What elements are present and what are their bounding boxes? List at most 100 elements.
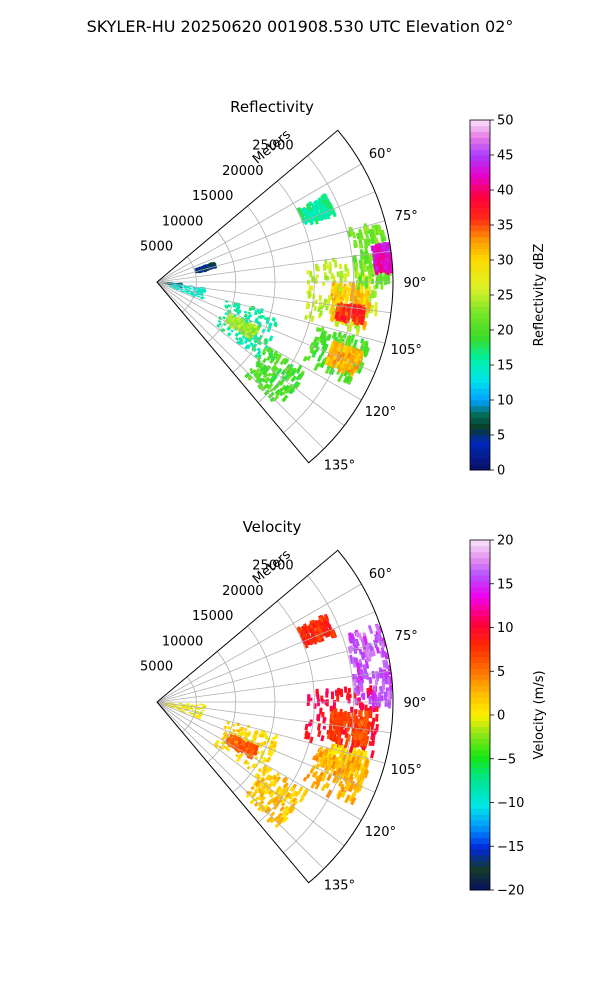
echo-cell bbox=[370, 278, 374, 284]
echo-cell bbox=[256, 350, 262, 356]
echo-cell bbox=[352, 255, 357, 263]
echo-cell bbox=[360, 731, 365, 740]
colorbar-segment bbox=[470, 621, 490, 628]
echo-cell bbox=[227, 332, 232, 337]
echo-cell bbox=[363, 343, 369, 351]
echo-cell bbox=[250, 343, 255, 348]
colorbar-segment bbox=[470, 872, 490, 879]
echo-cell bbox=[322, 615, 329, 622]
echo-cell bbox=[252, 744, 256, 749]
echo-cell bbox=[347, 687, 352, 693]
echo-cell bbox=[352, 351, 359, 360]
echo-cell bbox=[328, 261, 333, 270]
echo-cell bbox=[316, 200, 323, 208]
echo-cell bbox=[266, 756, 272, 763]
echo-cell bbox=[321, 334, 327, 342]
echo-cell bbox=[257, 804, 265, 812]
colorbar-segment bbox=[470, 761, 490, 768]
echo-cell bbox=[268, 349, 274, 356]
echo-cell bbox=[248, 321, 253, 326]
radial-tick-label: 5000 bbox=[140, 240, 173, 255]
echo-cell bbox=[326, 774, 332, 782]
colorbar-segment bbox=[470, 691, 490, 698]
echo-cell bbox=[358, 228, 364, 239]
colorbar-segment bbox=[470, 143, 490, 150]
echo-cell bbox=[249, 367, 254, 372]
echo-cell bbox=[285, 375, 291, 381]
echo-cell bbox=[306, 205, 312, 212]
echo-cell bbox=[359, 350, 365, 358]
echo-cell bbox=[365, 735, 370, 744]
echo-cell bbox=[330, 304, 335, 313]
azimuth-tick-label: 120° bbox=[365, 405, 396, 420]
echo-cell bbox=[323, 193, 328, 199]
echo-cell bbox=[294, 791, 300, 798]
echo-cell bbox=[360, 653, 365, 661]
echo-cell bbox=[322, 263, 327, 271]
echo-cell bbox=[304, 314, 309, 321]
colorbar-segment bbox=[470, 855, 490, 862]
echo-cell bbox=[313, 305, 318, 312]
echo-cell bbox=[184, 708, 189, 710]
echo-cell bbox=[348, 763, 354, 769]
azimuth-gridline bbox=[156, 163, 362, 283]
colorbar-segment bbox=[470, 779, 490, 786]
echo-cell bbox=[343, 275, 347, 282]
echo-cell bbox=[354, 270, 358, 279]
echo-cell bbox=[283, 786, 290, 792]
colorbar-segment bbox=[470, 149, 490, 156]
echo-cell bbox=[321, 209, 328, 218]
echo-cell bbox=[263, 337, 268, 343]
echo-cell bbox=[377, 631, 383, 641]
echo-cell bbox=[234, 744, 238, 748]
echo-cell bbox=[354, 289, 358, 297]
echo-cell bbox=[349, 645, 354, 652]
echo-cell bbox=[351, 759, 358, 769]
echo-cell bbox=[177, 288, 181, 291]
echo-cell bbox=[358, 259, 363, 269]
echo-cell bbox=[288, 388, 294, 395]
echo-cell bbox=[371, 670, 376, 679]
echo-cell bbox=[270, 811, 276, 817]
echo-cell bbox=[336, 711, 341, 720]
echo-cell bbox=[186, 290, 190, 293]
echo-layer bbox=[160, 193, 393, 403]
echo-cell bbox=[380, 229, 386, 238]
echo-cell bbox=[354, 644, 359, 651]
echo-cell bbox=[359, 283, 363, 293]
echo-cell bbox=[360, 267, 364, 277]
echo-cell bbox=[346, 753, 353, 763]
echo-cell bbox=[269, 750, 275, 758]
echo-cell bbox=[296, 627, 302, 634]
echo-cell bbox=[352, 314, 357, 323]
echo-cell bbox=[326, 333, 332, 341]
echo-cell bbox=[331, 754, 337, 760]
echo-cell bbox=[342, 712, 346, 721]
echo-cell bbox=[298, 786, 304, 792]
colorbar-segment bbox=[470, 610, 490, 617]
echo-cell bbox=[262, 781, 268, 787]
colorbar-segment bbox=[470, 837, 490, 844]
echo-cell bbox=[245, 323, 250, 327]
echo-cell bbox=[316, 635, 322, 643]
echo-cell bbox=[252, 334, 258, 341]
echo-cell bbox=[281, 357, 286, 364]
colorbar-segment bbox=[470, 866, 490, 873]
polar-frame bbox=[156, 549, 394, 884]
echo-cell bbox=[368, 695, 372, 705]
colorbar-segment bbox=[470, 125, 490, 133]
echo-cell bbox=[188, 711, 192, 714]
echo-cell bbox=[328, 205, 333, 211]
echo-cell bbox=[272, 395, 280, 403]
echo-cell bbox=[324, 356, 331, 365]
echo-cell bbox=[188, 287, 192, 290]
echo-cell bbox=[375, 697, 379, 706]
echo-cell bbox=[281, 374, 289, 382]
echo-cell bbox=[263, 316, 268, 321]
colorbar-tick-label: 25 bbox=[497, 289, 514, 304]
echo-cell bbox=[336, 344, 342, 352]
echo-cell bbox=[253, 339, 258, 344]
echo-cell bbox=[361, 310, 366, 316]
echo-cell bbox=[341, 295, 345, 302]
echo-cell bbox=[221, 328, 226, 332]
